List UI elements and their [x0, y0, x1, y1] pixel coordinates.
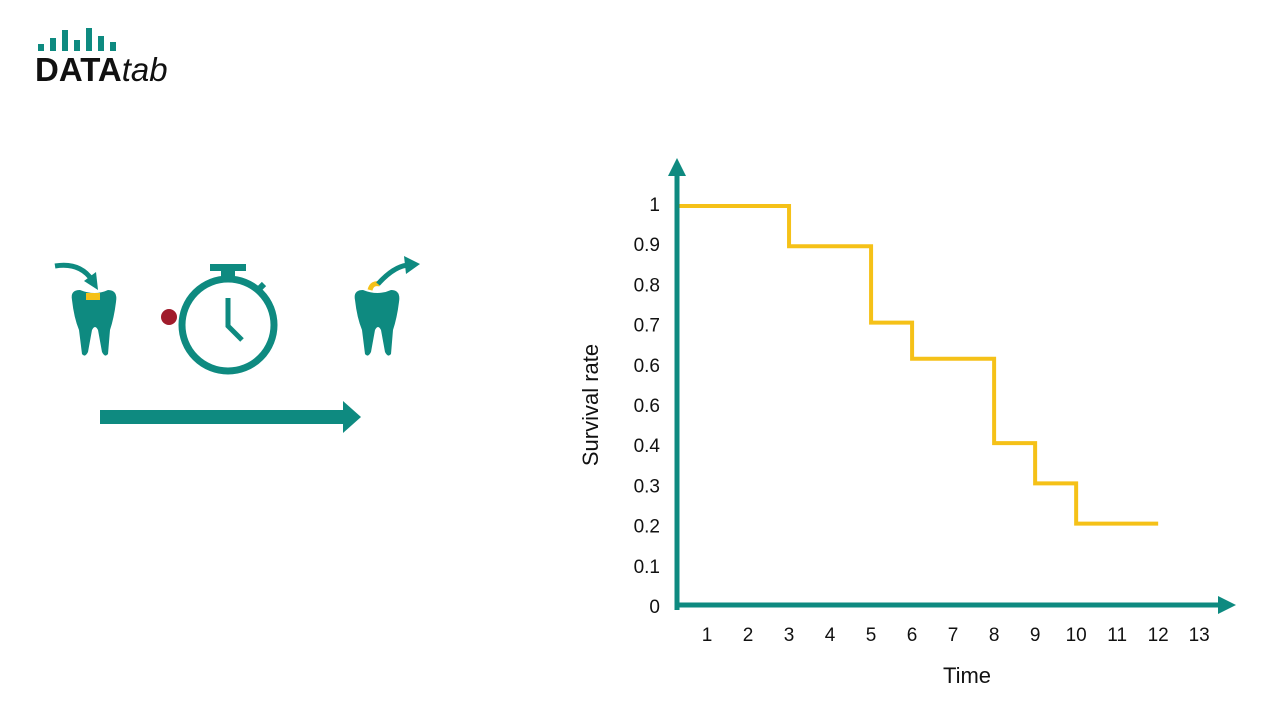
x-tick-label: 13 — [1189, 625, 1210, 646]
x-tick-label: 6 — [907, 625, 918, 646]
x-tick-label: 2 — [743, 625, 754, 646]
logo-bold: DATA — [35, 51, 122, 88]
y-tick-label: 0.9 — [634, 235, 660, 256]
y-tick-label: 0.2 — [634, 517, 660, 538]
x-tick-label: 11 — [1107, 625, 1127, 646]
x-tick-label: 9 — [1030, 625, 1041, 646]
x-tick-label: 1 — [702, 625, 713, 646]
y-tick-label: 0.8 — [634, 275, 660, 296]
y-tick-label: 0.4 — [634, 436, 661, 457]
y-tick-label: 0 — [649, 597, 660, 618]
x-tick-label: 8 — [989, 625, 1000, 646]
logo: DATAtab — [35, 28, 168, 88]
logo-italic: tab — [122, 51, 168, 88]
y-tick-label: 1 — [649, 195, 660, 216]
y-axis-label: Survival rate — [578, 344, 603, 466]
x-tick-label: 7 — [948, 625, 959, 646]
x-axis-label: Time — [943, 663, 991, 688]
x-tick-label: 10 — [1066, 625, 1087, 646]
logo-text: DATAtab — [35, 51, 168, 88]
y-tick-label: 0.6 — [634, 356, 660, 377]
x-tick-label: 3 — [784, 625, 795, 646]
x-tick-label: 5 — [866, 625, 877, 646]
x-tick-label: 12 — [1148, 625, 1169, 646]
x-tick-label: 4 — [825, 625, 836, 646]
y-tick-label: 0.1 — [634, 557, 660, 578]
y-tick-label: 0.6 — [634, 396, 660, 417]
illustration — [54, 256, 420, 433]
y-axis-arrow — [668, 158, 686, 176]
survival-line — [677, 204, 1159, 526]
y-tick-label: 0.7 — [634, 316, 660, 337]
y-tick-label: 0.3 — [634, 476, 660, 497]
x-axis-arrow — [1218, 596, 1236, 614]
